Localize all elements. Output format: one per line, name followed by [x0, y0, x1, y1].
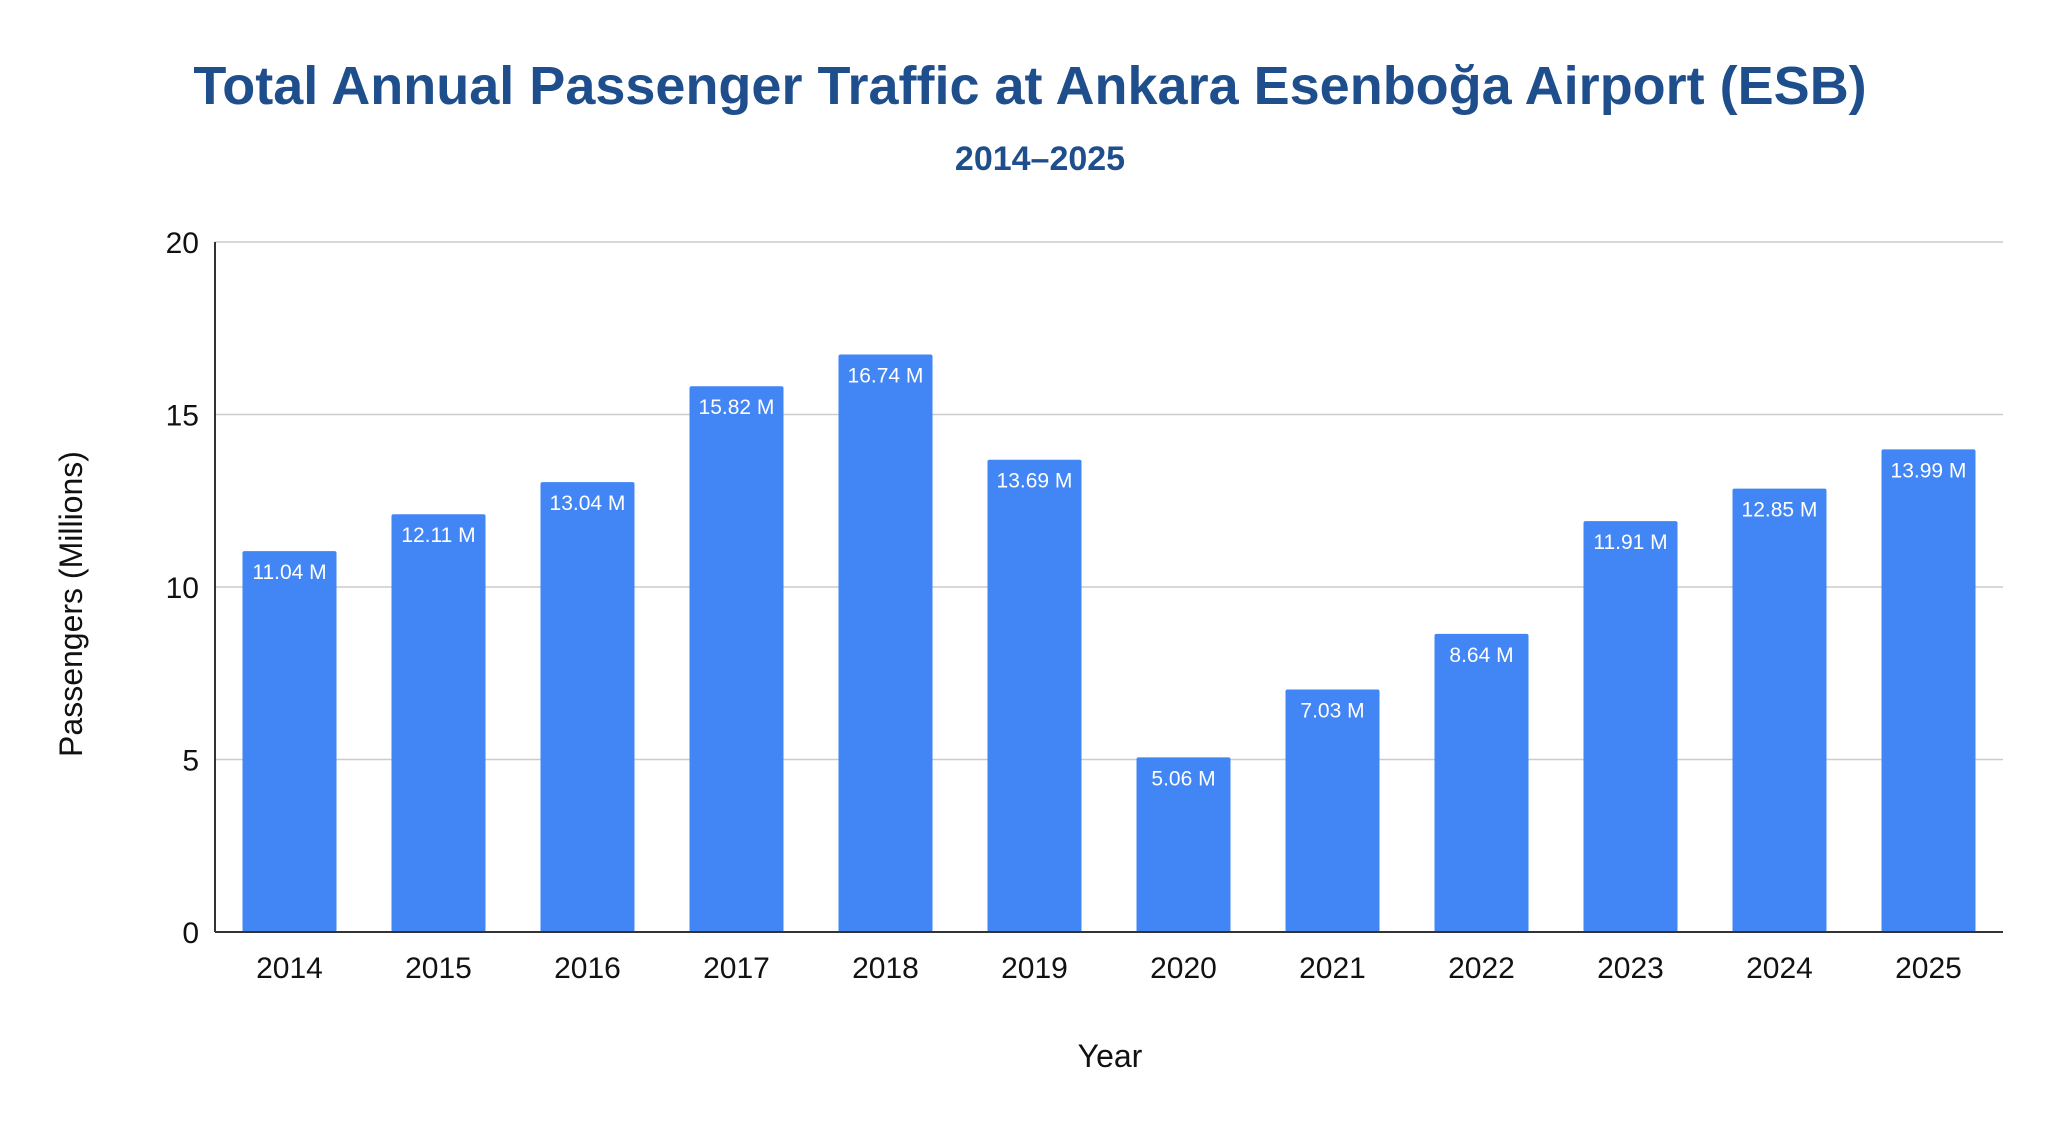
chart-subtitle: 2014–2025: [955, 140, 1125, 178]
y-tick-label: 5: [182, 745, 199, 778]
bar-2016: [540, 482, 635, 932]
data-label: 12.11 M: [401, 524, 475, 547]
data-label: 13.04 M: [550, 492, 626, 515]
x-tick-label: 2019: [1001, 952, 1068, 985]
y-tick-label: 15: [166, 400, 199, 433]
y-axis-ticks: 0 5 10 15 20: [166, 227, 199, 950]
gridlines: [215, 241, 2003, 761]
bar-2018: [838, 354, 933, 933]
data-label: 13.69 M: [997, 470, 1073, 493]
y-axis-title: Passengers (Millions): [53, 451, 89, 757]
bar-2021: [1285, 689, 1380, 932]
x-tick-label: 2014: [256, 952, 323, 985]
y-tick-label: 10: [166, 572, 199, 605]
x-tick-label: 2017: [703, 952, 770, 985]
x-tick-label: 2024: [1746, 952, 1813, 985]
data-label: 13.99 M: [1891, 459, 1967, 482]
x-axis-title: Year: [1078, 1038, 1143, 1074]
data-label: 11.91 M: [1593, 531, 1667, 554]
data-label: 12.85 M: [1742, 499, 1818, 522]
x-tick-label: 2016: [554, 952, 621, 985]
data-label: 15.82 M: [699, 396, 775, 419]
bar-2023: [1583, 521, 1678, 932]
x-tick-label: 2015: [405, 952, 472, 985]
x-tick-label: 2020: [1150, 952, 1217, 985]
x-tick-label: 2022: [1448, 952, 1515, 985]
bar-2022: [1434, 633, 1529, 932]
bars: [242, 354, 1976, 933]
bar-2014: [242, 551, 337, 932]
data-label: 7.03 M: [1300, 699, 1364, 722]
bar-2015: [391, 514, 486, 932]
bar-2019: [987, 459, 1082, 932]
data-label: 11.04 M: [252, 561, 326, 584]
x-tick-label: 2021: [1299, 952, 1366, 985]
bar-2017: [689, 386, 784, 933]
bar-2020: [1136, 757, 1231, 932]
x-tick-label: 2025: [1895, 952, 1962, 985]
data-label: 8.64 M: [1449, 644, 1513, 667]
data-label: 16.74 M: [848, 364, 924, 387]
x-axis-ticks: 2014 2015 2016 2017 2018 2019 2020 2021 2022 2023…: [256, 952, 1962, 985]
bar-2025: [1881, 449, 1976, 932]
y-tick-label: 20: [166, 227, 199, 260]
bar-2024: [1732, 488, 1827, 932]
data-labels: 11.04 M 12.11 M 13.04 M 15.82 M 16.74 M 13.69…: [252, 364, 1966, 790]
chart-title: Total Annual Passenger Traffic at Ankara…: [193, 56, 1866, 116]
data-label: 5.06 M: [1151, 767, 1215, 790]
y-tick-label: 0: [182, 917, 199, 950]
x-tick-label: 2023: [1597, 952, 1664, 985]
x-tick-label: 2018: [852, 952, 919, 985]
